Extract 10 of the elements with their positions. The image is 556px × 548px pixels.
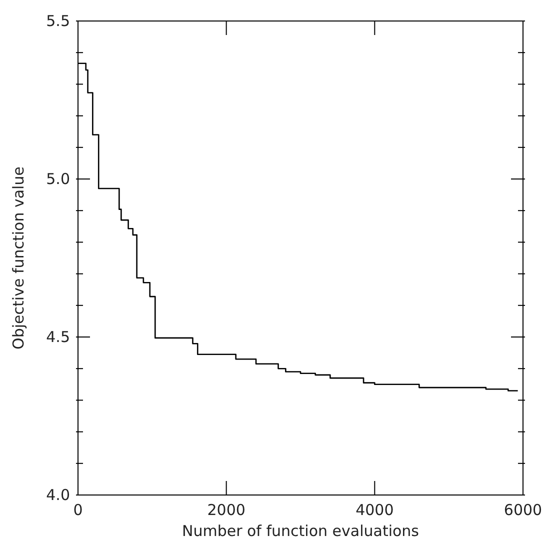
y-tick-label: 5.5 bbox=[46, 12, 70, 30]
x-tick-label: 4000 bbox=[356, 501, 394, 519]
y-axis-title: Objective function value bbox=[9, 166, 28, 350]
x-tick-label: 6000 bbox=[504, 501, 542, 519]
y-tick-label: 4.5 bbox=[46, 328, 70, 346]
y-tick-label: 4.0 bbox=[46, 486, 70, 504]
x-tick-label: 2000 bbox=[207, 501, 246, 519]
x-tick-label: 0 bbox=[73, 501, 83, 519]
y-tick-label: 5.0 bbox=[46, 170, 70, 188]
x-axis-title: Number of function evaluations bbox=[182, 522, 420, 540]
